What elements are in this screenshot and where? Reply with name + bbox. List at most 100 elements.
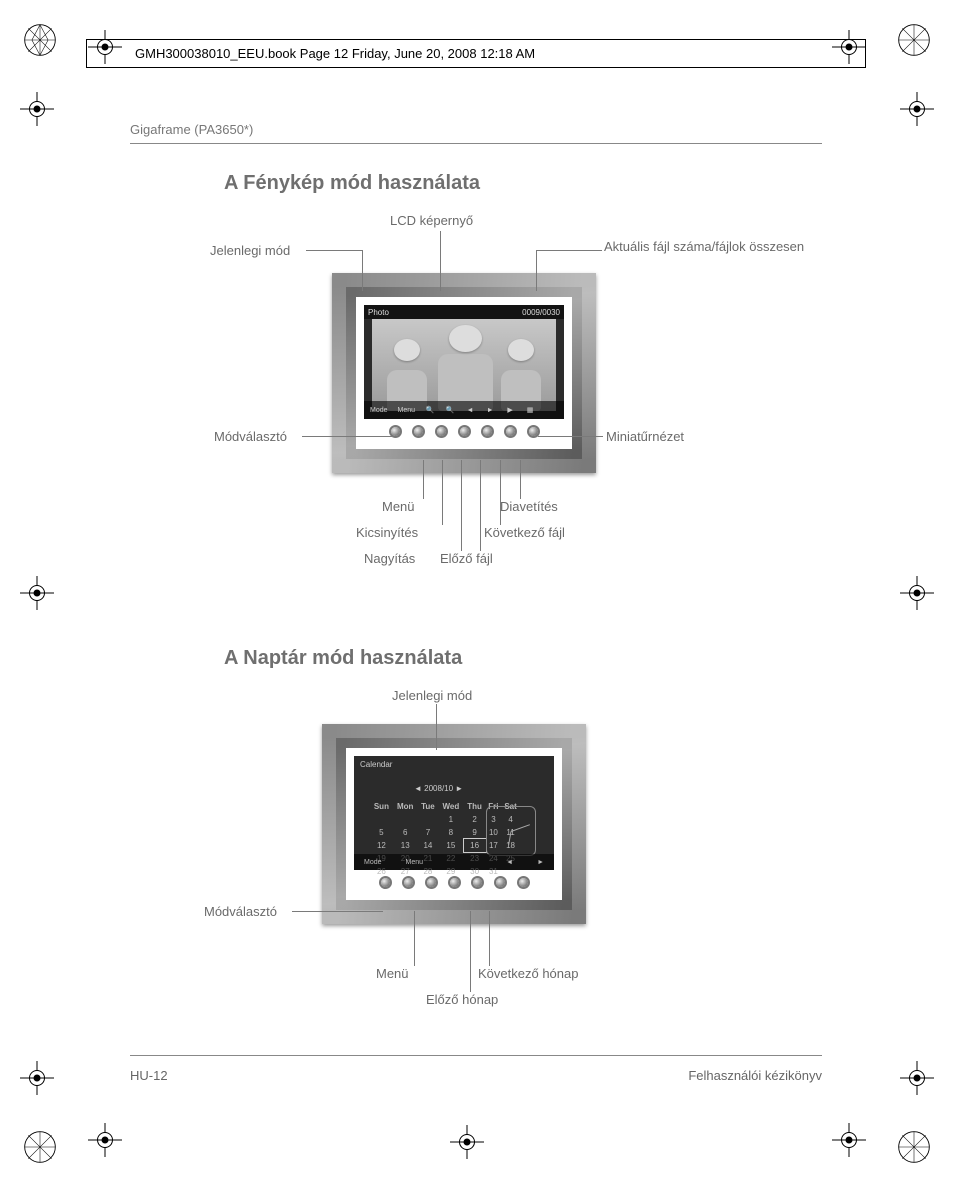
registration-mark-icon bbox=[22, 1129, 58, 1165]
calendar-month: ◄ 2008/10 ► bbox=[414, 784, 463, 793]
crop-mark-icon bbox=[20, 576, 54, 610]
zoom-out-icon: 🔍 bbox=[425, 405, 435, 415]
calendar-weekday: Sun bbox=[370, 800, 393, 813]
device-frame-inner: Calendar ◄ 2008/10 ► SunMonTueWedThuFriS… bbox=[336, 738, 572, 910]
figure-calendar-mode: Calendar ◄ 2008/10 ► SunMonTueWedThuFriS… bbox=[130, 688, 822, 1028]
figure-photo-mode: Photo 0009/0030 bbox=[130, 213, 822, 613]
product-name: Gigaframe (PA3650*) bbox=[130, 122, 822, 144]
calendar-day: 6 bbox=[393, 826, 418, 839]
footer-title: Felhasználói kézikönyv bbox=[688, 1068, 822, 1083]
calendar-day: 7 bbox=[418, 826, 439, 839]
hardware-button[interactable] bbox=[381, 878, 390, 887]
prev-icon: ◄ bbox=[465, 405, 475, 415]
photo-area bbox=[372, 319, 556, 411]
label-current-mode: Jelenlegi mód bbox=[210, 243, 290, 258]
hardware-button[interactable] bbox=[450, 878, 459, 887]
hardware-button[interactable] bbox=[496, 878, 505, 887]
label-prev-file: Előző fájl bbox=[440, 551, 493, 566]
status-bar: Photo 0009/0030 bbox=[364, 305, 564, 319]
hardware-button[interactable] bbox=[519, 878, 528, 887]
label-lcd: LCD képernyő bbox=[390, 213, 473, 228]
crop-mark-icon bbox=[20, 1061, 54, 1095]
hardware-button[interactable] bbox=[460, 427, 469, 436]
hardware-button[interactable] bbox=[506, 427, 515, 436]
device-frame-inner: Photo 0009/0030 bbox=[346, 287, 582, 459]
hardware-button[interactable] bbox=[427, 878, 436, 887]
hardware-button[interactable] bbox=[391, 427, 400, 436]
calendar-day: 12 bbox=[370, 839, 393, 852]
calendar-weekday: Mon bbox=[393, 800, 418, 813]
calendar-day bbox=[370, 813, 393, 826]
registration-mark-icon bbox=[896, 22, 932, 58]
thumbnail-icon: ▦ bbox=[525, 405, 535, 415]
calendar-day bbox=[393, 813, 418, 826]
clock-icon bbox=[486, 806, 536, 856]
hardware-button[interactable] bbox=[414, 427, 423, 436]
calendar-day: 13 bbox=[393, 839, 418, 852]
crop-mark-icon bbox=[20, 92, 54, 126]
label-menu: Menü bbox=[382, 499, 415, 514]
calendar-day: 1 bbox=[438, 813, 463, 826]
hardware-button[interactable] bbox=[483, 427, 492, 436]
status-mode: Photo bbox=[368, 308, 389, 317]
calendar-weekday: Wed bbox=[438, 800, 463, 813]
crop-mark-icon bbox=[88, 1123, 122, 1157]
calendar-day: 15 bbox=[438, 839, 463, 852]
label-zoom-out: Kicsinyítés bbox=[356, 525, 418, 540]
label-menu: Menü bbox=[376, 966, 409, 981]
next-icon: ► bbox=[485, 405, 495, 415]
photo-illustration bbox=[372, 319, 556, 411]
crop-mark-icon bbox=[450, 1125, 484, 1159]
prev-icon: ◄ bbox=[506, 859, 513, 866]
device-frame: Photo 0009/0030 bbox=[332, 273, 596, 473]
hardware-button[interactable] bbox=[473, 878, 482, 887]
calendar-day: 2 bbox=[464, 813, 486, 826]
label-mode-selector: Módválasztó bbox=[204, 904, 277, 919]
label-next-month: Következő hónap bbox=[478, 966, 578, 981]
toolbar-menu: Menu bbox=[398, 407, 416, 414]
calendar-day: 8 bbox=[438, 826, 463, 839]
lcd-toolbar: Mode Menu ◄ ► bbox=[354, 854, 554, 870]
hardware-button[interactable] bbox=[404, 878, 413, 887]
hardware-button-row bbox=[356, 427, 572, 443]
label-current-mode: Jelenlegi mód bbox=[392, 688, 472, 703]
registration-mark-icon bbox=[22, 22, 58, 58]
status-mode: Calendar bbox=[360, 760, 392, 769]
label-mode-selector: Módválasztó bbox=[214, 429, 287, 444]
crop-mark-icon bbox=[900, 92, 934, 126]
page-header-box: GMH300038010_EEU.book Page 12 Friday, Ju… bbox=[86, 39, 866, 68]
crop-mark-icon bbox=[832, 1123, 866, 1157]
lcd-toolbar: Mode Menu 🔍 🔍 ◄ ► ▶ ▦ bbox=[364, 401, 564, 419]
label-zoom-in: Nagyítás bbox=[364, 551, 415, 566]
calendar-weekday: Thu bbox=[464, 800, 486, 813]
next-icon: ► bbox=[537, 859, 544, 866]
calendar-day: 9 bbox=[464, 826, 486, 839]
crop-mark-icon bbox=[900, 1061, 934, 1095]
calendar-day bbox=[418, 813, 439, 826]
hardware-button-row bbox=[346, 878, 562, 894]
toolbar-menu: Menu bbox=[406, 859, 424, 866]
toolbar-mode: Mode bbox=[370, 407, 388, 414]
label-thumbnails: Miniatűrnézet bbox=[606, 429, 684, 444]
section-title-photo: A Fénykép mód használata bbox=[224, 172, 822, 195]
calendar-day: 14 bbox=[418, 839, 439, 852]
label-file-count: Aktuális fájl száma/fájlok összesen bbox=[604, 239, 804, 254]
label-prev-month: Előző hónap bbox=[426, 992, 498, 1007]
section-title-calendar: A Naptár mód használata bbox=[224, 647, 822, 670]
label-slideshow: Diavetítés bbox=[500, 499, 558, 514]
page-content: Gigaframe (PA3650*) A Fénykép mód haszná… bbox=[130, 122, 822, 1028]
hardware-button[interactable] bbox=[529, 427, 538, 436]
page-number: HU-12 bbox=[130, 1068, 168, 1083]
calendar-day: 5 bbox=[370, 826, 393, 839]
zoom-in-icon: 🔍 bbox=[445, 405, 455, 415]
status-file-count: 0009/0030 bbox=[522, 308, 560, 317]
registration-mark-icon bbox=[896, 1129, 932, 1165]
slideshow-icon: ▶ bbox=[505, 405, 515, 415]
crop-mark-icon bbox=[900, 576, 934, 610]
page-header-text: GMH300038010_EEU.book Page 12 Friday, Ju… bbox=[135, 46, 535, 61]
toolbar-mode: Mode bbox=[364, 859, 382, 866]
lcd-screen: Calendar ◄ 2008/10 ► SunMonTueWedThuFriS… bbox=[354, 756, 554, 870]
hardware-button[interactable] bbox=[437, 427, 446, 436]
calendar-day: 16 bbox=[464, 839, 486, 852]
device-frame: Calendar ◄ 2008/10 ► SunMonTueWedThuFriS… bbox=[322, 724, 586, 924]
